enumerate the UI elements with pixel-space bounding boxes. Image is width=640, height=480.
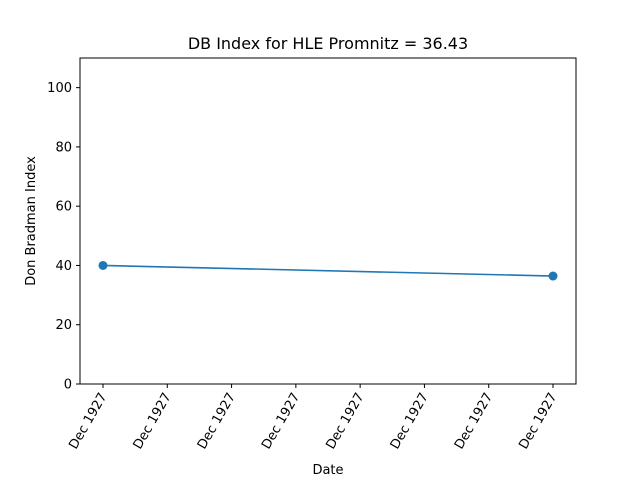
x-tick-label: Dec 1927: [516, 391, 560, 453]
x-tick-label: Dec 1927: [195, 391, 239, 453]
y-tick-label: 0: [64, 378, 72, 393]
x-axis-label: Date: [312, 463, 343, 478]
y-tick-label: 80: [55, 140, 72, 155]
x-tick-label: Dec 1927: [259, 391, 303, 453]
data-point: [98, 260, 108, 270]
data-point: [548, 271, 558, 281]
plot-frame: [79, 57, 577, 385]
plot-area: [98, 260, 558, 281]
y-tick-label: 100: [47, 81, 72, 96]
y-axis-label: Don Bradman Index: [24, 156, 39, 286]
y-axis: 0 20 40 60 80 100: [47, 81, 80, 393]
x-tick-label: Dec 1927: [66, 391, 110, 453]
x-tick-label: Dec 1927: [131, 391, 175, 453]
y-tick-label: 60: [55, 200, 72, 215]
x-tick-label: Dec 1927: [388, 391, 432, 453]
y-tick-label: 20: [55, 318, 72, 333]
chart-title: DB Index for HLE Promnitz = 36.43: [188, 34, 468, 53]
series-line: [102, 264, 554, 277]
y-tick-label: 40: [55, 259, 72, 274]
x-axis: Dec 1927 Dec 1927 Dec 1927 Dec 1927 Dec 1927…: [66, 384, 560, 452]
x-tick-label: Dec 1927: [452, 391, 496, 453]
x-tick-label: Dec 1927: [323, 391, 367, 453]
